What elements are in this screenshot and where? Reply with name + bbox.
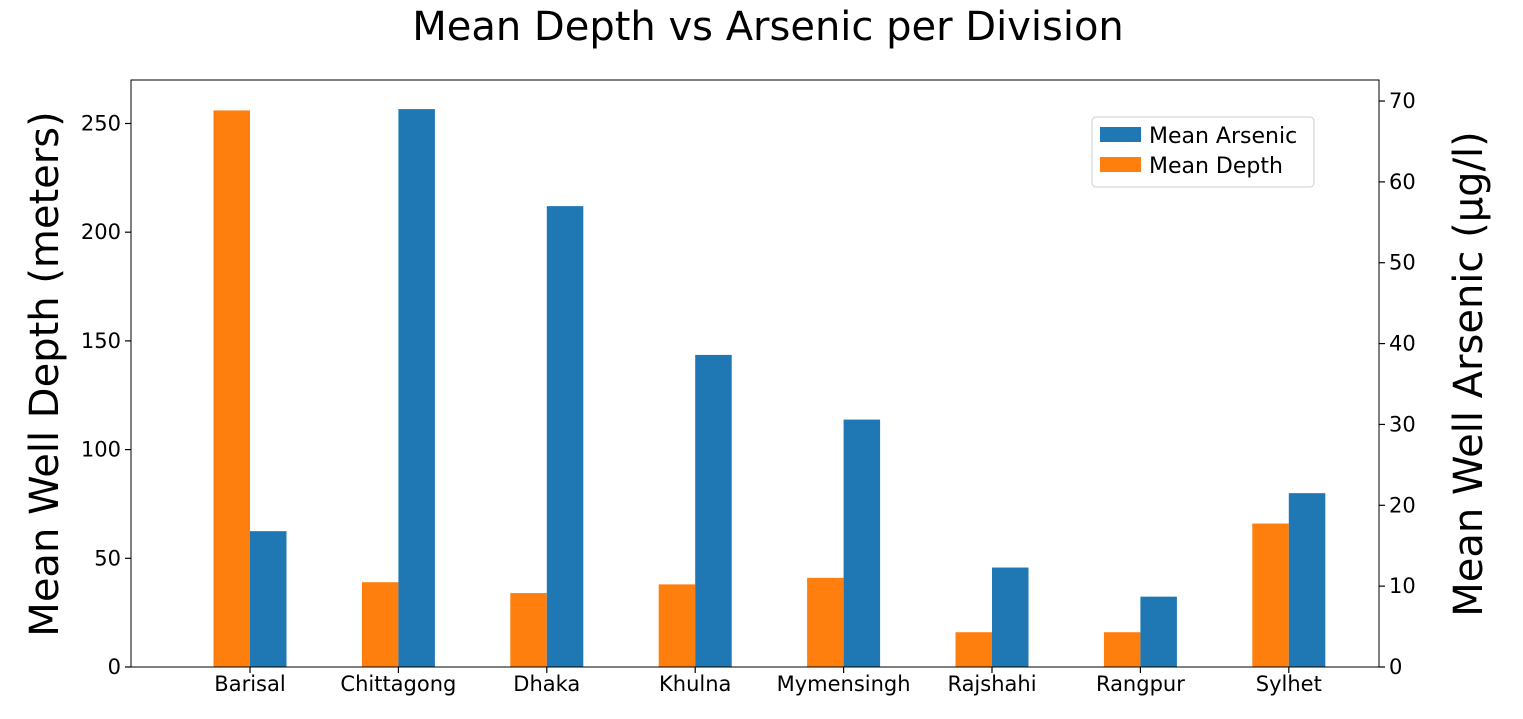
y-left-tick-label: 50 xyxy=(94,546,121,570)
x-tick-label: Barisal xyxy=(214,672,285,696)
y-left-tick-label: 100 xyxy=(81,438,121,462)
y-right-tick-label: 10 xyxy=(1389,574,1416,598)
legend-label: Mean Arsenic xyxy=(1149,124,1297,149)
y-left-tick-label: 0 xyxy=(108,655,121,679)
bar-depth-dhaka xyxy=(510,593,547,667)
x-tick-label: Dhaka xyxy=(513,672,580,696)
axes-layer: Barisal Chittagong Dhaka Khulna Mymensingh Ra… xyxy=(81,79,1416,696)
bar-arsenic-sylhet xyxy=(1288,493,1326,667)
x-tick-label: Sylhet xyxy=(1256,672,1322,696)
x-tick-label: Mymensingh xyxy=(777,672,911,696)
y-left-tick-label: 250 xyxy=(81,111,121,135)
x-tick-label: Khulna xyxy=(659,672,731,696)
y-right-tick-label: 50 xyxy=(1389,251,1416,275)
bar-depth-barisal xyxy=(213,110,250,668)
y-right-tick-label: 40 xyxy=(1389,332,1416,356)
plot-frame xyxy=(130,79,1380,668)
bar-arsenic-mymensingh xyxy=(843,419,881,667)
bar-depth-mymensingh xyxy=(807,577,844,667)
legend: Mean Arsenic Mean Depth xyxy=(1091,116,1315,188)
bar-arsenic-chittagong xyxy=(398,109,435,668)
legend-box xyxy=(1091,116,1315,188)
y-axis-right-label: Mean Well Arsenic (µg/l) xyxy=(1446,131,1492,617)
y-right-tick-label: 70 xyxy=(1389,89,1416,113)
x-tick-label: Rajshahi xyxy=(947,672,1036,696)
legend-label: Mean Depth xyxy=(1149,154,1283,179)
legend-swatch xyxy=(1100,127,1141,142)
y-right-tick-label: 60 xyxy=(1389,170,1416,194)
y-right-tick-label: 20 xyxy=(1389,493,1416,517)
bar-depth-khulna xyxy=(658,584,696,667)
y-right-tick-label: 0 xyxy=(1389,655,1402,679)
y-right-tick-label: 30 xyxy=(1389,412,1416,436)
bar-depth-chittagong xyxy=(361,582,399,667)
bar-arsenic-khulna xyxy=(695,354,732,667)
x-tick-label: Chittagong xyxy=(340,672,456,696)
bar-arsenic-dhaka xyxy=(546,206,584,667)
y-axis-left-label: Mean Well Depth (meters) xyxy=(22,111,68,636)
bar-arsenic-rangpur xyxy=(1140,596,1177,667)
bar-arsenic-barisal xyxy=(250,531,287,667)
legend-swatch xyxy=(1100,157,1141,172)
x-tick-label: Rangpur xyxy=(1096,672,1185,696)
bar-arsenic-rajshahi xyxy=(992,567,1029,667)
bar-depth-rangpur xyxy=(1103,632,1141,667)
chart-title: Mean Depth vs Arsenic per Division xyxy=(412,4,1124,50)
y-left-tick-label: 150 xyxy=(81,329,121,353)
bar-depth-sylhet xyxy=(1252,523,1289,667)
y-left-tick-label: 200 xyxy=(81,220,121,244)
bars-layer xyxy=(213,109,1326,668)
bar-depth-rajshahi xyxy=(955,632,992,667)
